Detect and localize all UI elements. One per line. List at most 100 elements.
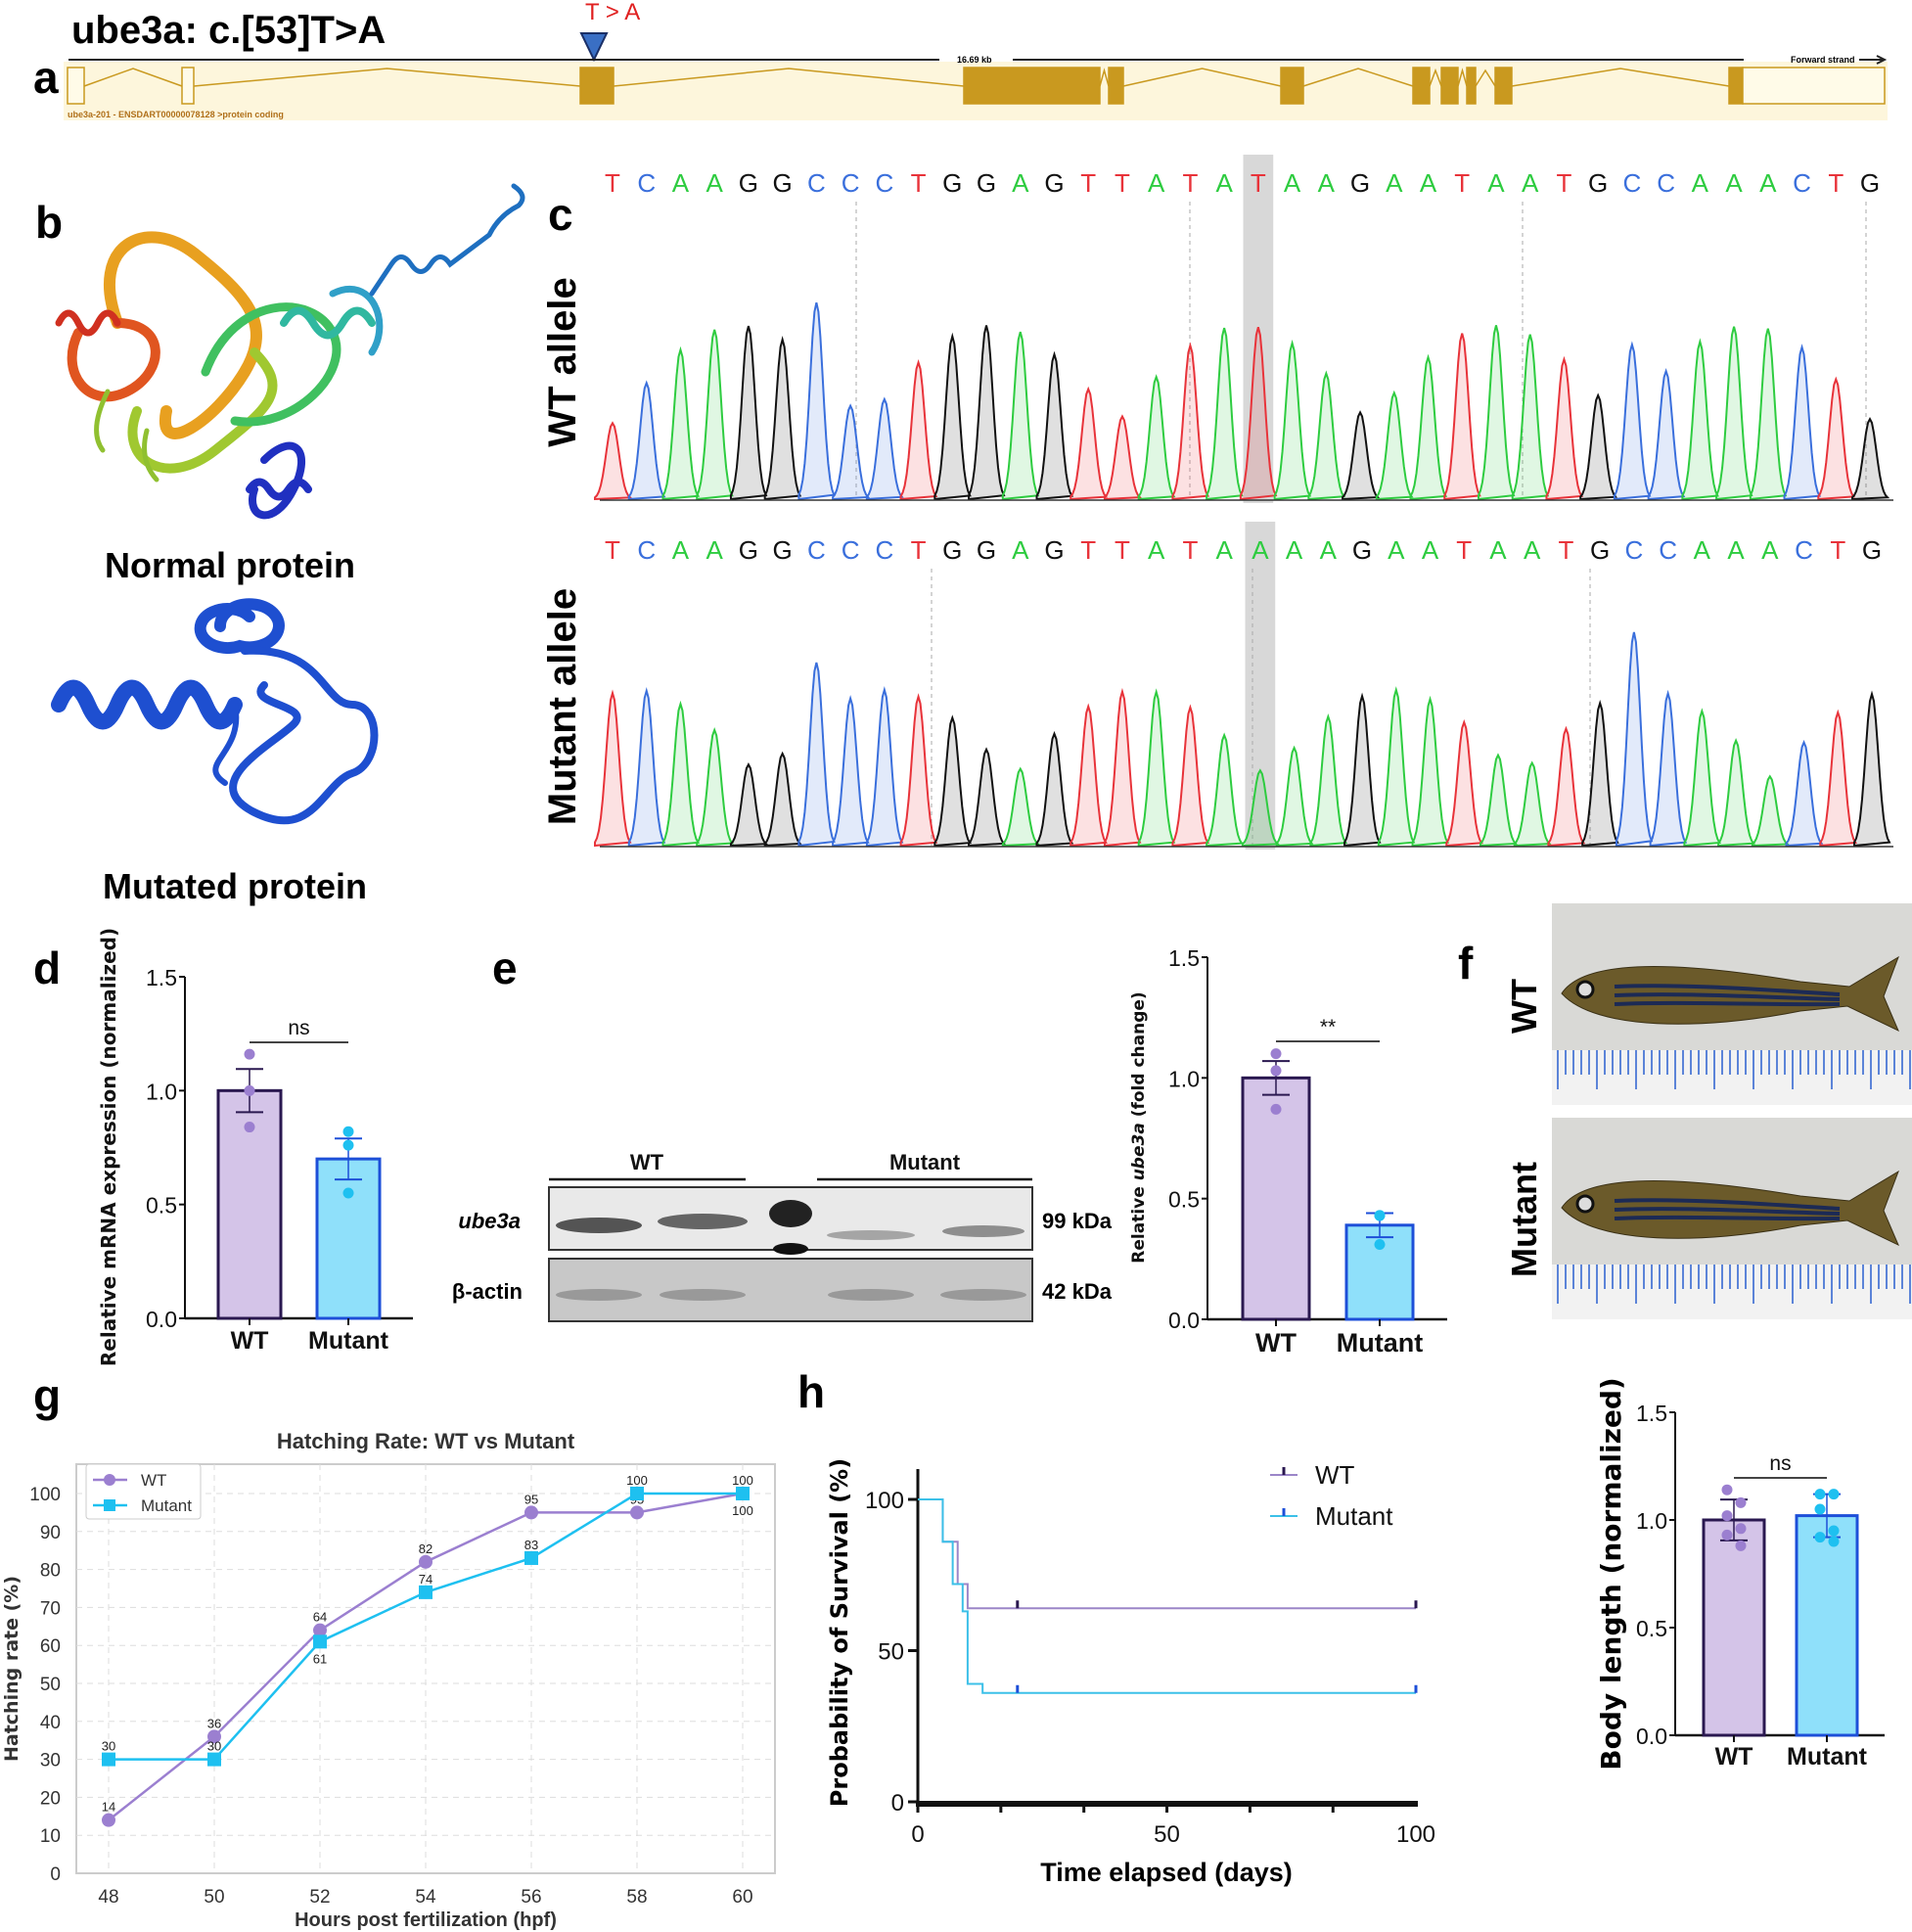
base-letter: A	[1420, 168, 1437, 198]
x-category-label: Mutant	[1337, 1328, 1423, 1357]
intron-line	[1122, 68, 1282, 87]
base-letter: C	[637, 535, 656, 565]
base-letter: T	[1080, 168, 1096, 198]
exon-block	[963, 67, 1101, 105]
base-letter: A	[1215, 168, 1233, 198]
chromatogram-peak	[1309, 713, 1347, 848]
y-tick-label: 80	[40, 1561, 61, 1582]
chromatogram-peak	[1817, 376, 1855, 501]
chromatogram-peak	[968, 747, 1006, 848]
body-length-bar-chart: 0.0 0.5 1.0 1.5 WT Mutant ns	[1636, 1401, 1885, 1771]
normal-protein-label: Normal protein	[105, 545, 355, 585]
wt-allele-label: WT allele	[541, 277, 584, 446]
y-tick-label: 1.0	[1636, 1508, 1667, 1534]
panel-label-g: g	[33, 1370, 61, 1421]
chromatogram-peak	[1137, 688, 1176, 848]
x-category-label: Mutant	[308, 1327, 389, 1355]
g-chart-title: Hatching Rate: WT vs Mutant	[277, 1429, 575, 1453]
legend-marker	[104, 1499, 115, 1511]
chromatogram-peak	[1749, 328, 1788, 501]
chromatogram-peak	[1511, 334, 1550, 501]
gene-model	[67, 67, 1886, 105]
chromatogram-peak	[729, 761, 769, 848]
data-point	[1735, 1523, 1747, 1535]
g-x-axis-label: Hours post fertilization (hpf)	[295, 1909, 557, 1931]
intron-line	[193, 68, 581, 87]
base-letter: A	[1522, 168, 1539, 198]
base-letter: G	[773, 535, 793, 565]
intron-line	[1302, 68, 1414, 87]
chromatogram-peak	[1241, 768, 1281, 848]
data-point	[1735, 1540, 1747, 1551]
legend-label: Mutant	[141, 1496, 192, 1515]
base-letter: A	[706, 535, 724, 565]
chromatogram-peak	[1375, 390, 1414, 501]
y-tick-label: 1.0	[146, 1079, 177, 1104]
chromatogram-peak	[1479, 753, 1518, 848]
panel-label-a: a	[33, 52, 59, 103]
data-point	[1270, 1065, 1282, 1077]
base-letter: A	[1727, 535, 1745, 565]
data-label: 100	[626, 1473, 648, 1488]
base-letter: T	[1115, 535, 1130, 565]
chromatogram-peak	[1273, 339, 1312, 501]
base-letter: A	[1318, 168, 1336, 198]
base-letter: A	[1252, 535, 1269, 565]
chromatogram-peak	[627, 380, 666, 501]
base-letter: T	[1828, 168, 1844, 198]
base-letter: A	[1386, 168, 1403, 198]
chromatogram-peak	[1445, 718, 1483, 848]
panel-b: b Normal protein Mutated protein	[35, 183, 525, 906]
panel-label-c: c	[548, 189, 573, 240]
data-point	[1270, 1103, 1282, 1115]
exon-block	[1742, 67, 1886, 105]
chromatogram-peak	[1342, 410, 1381, 501]
mrna-expression-bar-chart: 0.0 0.5 1.0 1.5 WT Mutant ns	[146, 965, 413, 1355]
panel-label-h: h	[797, 1366, 825, 1417]
legend-label: WT	[141, 1471, 166, 1490]
intron-line	[1475, 69, 1496, 87]
bar-wt	[1241, 1076, 1311, 1321]
chromatogram-peak	[1001, 766, 1040, 848]
ruler	[1552, 1050, 1912, 1105]
transcript-label: ube3a-201 - ENSDART00000078128 >protein …	[68, 110, 284, 119]
chromatogram-peak	[627, 687, 666, 848]
data-point	[1721, 1484, 1733, 1495]
base-letter: T	[1556, 168, 1571, 198]
chromatogram-peak	[865, 686, 904, 848]
bar-wt	[1702, 1518, 1766, 1737]
bar-mutant	[315, 1157, 382, 1320]
intron-line	[613, 68, 965, 87]
chromatogram-peak	[1275, 745, 1314, 848]
chromatogram-peak	[1103, 687, 1142, 848]
fish-eye	[1575, 1194, 1595, 1214]
x-tick-label: 48	[98, 1887, 118, 1908]
base-letter: A	[706, 168, 724, 198]
x-category-label: WT	[231, 1327, 269, 1355]
base-letter: T	[1456, 535, 1472, 565]
chromatogram-peak	[696, 727, 734, 848]
base-letter: T	[911, 535, 927, 565]
legend-marker	[104, 1474, 115, 1486]
base-letter: G	[942, 535, 962, 565]
y-tick-label: 0.5	[146, 1193, 177, 1219]
intron-line	[1511, 68, 1730, 87]
chromatogram-peak	[968, 325, 1006, 501]
chromatogram-peak	[1239, 326, 1278, 501]
chromatogram-peak	[1070, 386, 1109, 501]
y-tick-label: 1.5	[146, 965, 177, 990]
chromatogram-peak	[1035, 350, 1074, 501]
y-tick-label: 50	[40, 1675, 61, 1695]
legend-label: Mutant	[1315, 1501, 1393, 1531]
chromatogram-peak	[865, 396, 904, 501]
y-tick-label: 30	[40, 1751, 61, 1771]
chromatogram-peak	[1581, 699, 1619, 848]
y-tick-label: 1.0	[1168, 1066, 1200, 1091]
fish-stripe	[1614, 984, 1841, 996]
g-y-axis-label: Hatching rate (%)	[1, 1576, 23, 1762]
x-tick-label: 50	[204, 1887, 224, 1908]
f-wt-label: WT	[1504, 979, 1544, 1034]
base-letter: A	[1694, 535, 1711, 565]
y-tick-label: 0	[50, 1864, 61, 1885]
mutation-label: T > A	[585, 0, 640, 25]
